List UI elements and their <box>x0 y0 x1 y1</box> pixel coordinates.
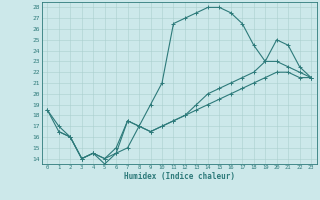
X-axis label: Humidex (Indice chaleur): Humidex (Indice chaleur) <box>124 172 235 181</box>
